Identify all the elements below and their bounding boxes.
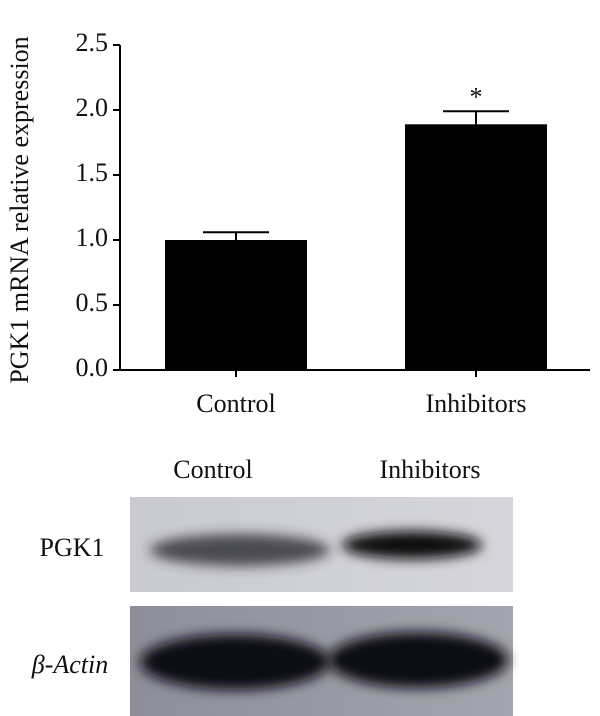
blot-band <box>342 531 482 559</box>
y-tick-label: 0.5 <box>76 288 109 317</box>
row-label: β-Actin <box>31 650 108 679</box>
blot-band <box>140 634 330 690</box>
y-tick-label: 0.0 <box>76 353 109 382</box>
bar <box>405 124 547 370</box>
error-bar <box>443 110 509 125</box>
x-tick-label: Inhibitors <box>425 389 526 418</box>
blot-band <box>328 632 508 688</box>
y-tick-label: 1.0 <box>76 223 109 252</box>
lane-label: Control <box>173 455 252 484</box>
error-bar <box>203 231 269 240</box>
blot-band <box>150 534 330 566</box>
lane-label: Inhibitors <box>379 455 480 484</box>
bar <box>165 240 307 370</box>
y-tick-label: 1.5 <box>76 158 109 187</box>
significance-marker: * <box>470 82 483 111</box>
y-axis-title: PGK1 mRNA relative expression <box>5 36 34 383</box>
x-tick-label: Control <box>196 389 275 418</box>
y-tick-label: 2.5 <box>76 28 109 57</box>
row-label: PGK1 <box>39 533 104 562</box>
y-tick-label: 2.0 <box>76 93 109 122</box>
